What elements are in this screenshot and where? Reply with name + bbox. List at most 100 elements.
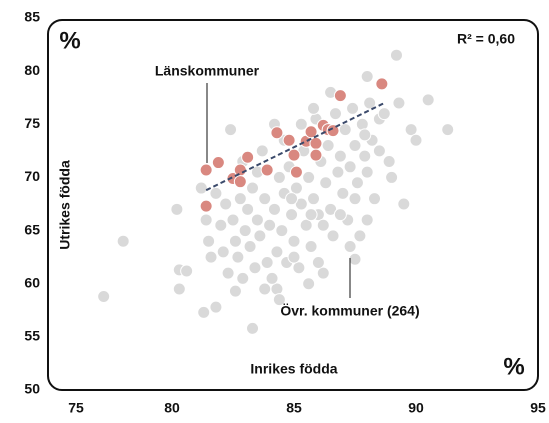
data-point [382, 154, 396, 168]
data-point [421, 93, 435, 107]
data-point [304, 240, 318, 254]
data-point [289, 181, 303, 195]
data-point [199, 213, 213, 227]
y-axis-label: Utrikes födda [57, 160, 73, 250]
data-point [248, 261, 262, 275]
data-point [346, 101, 360, 115]
data-point [270, 126, 284, 140]
data-point [363, 96, 377, 110]
data-point [392, 96, 406, 110]
data-point [326, 229, 340, 243]
data-point [353, 229, 367, 243]
y-tick-label: 70 [24, 168, 40, 184]
data-point [97, 289, 111, 303]
x-axis-label: Inrikes födda [250, 361, 337, 377]
data-point [260, 163, 274, 177]
data-point [343, 240, 357, 254]
data-point [241, 150, 255, 164]
data-point [336, 186, 350, 200]
data-point [233, 163, 247, 177]
data-point [228, 284, 242, 298]
data-point [360, 165, 374, 179]
data-point [258, 282, 272, 296]
data-point [441, 123, 455, 137]
y-tick-label: 75 [24, 115, 40, 131]
data-point [116, 234, 130, 248]
data-point [292, 261, 306, 275]
data-point [285, 192, 299, 206]
x-tick-label: 80 [164, 400, 180, 416]
trend-line [205, 102, 385, 192]
data-point [348, 252, 362, 266]
data-point [324, 202, 338, 216]
unit-label: % [59, 27, 80, 54]
series-label: Övr. kommuner (264) [280, 303, 419, 319]
data-point [289, 165, 303, 179]
y-tick-label: 50 [24, 381, 40, 397]
data-point [358, 128, 372, 142]
y-tick-label: 55 [24, 328, 40, 344]
r-squared: R² = 0,60 [457, 31, 515, 47]
data-point [321, 139, 335, 153]
y-tick-label: 80 [24, 62, 40, 78]
data-point [375, 77, 389, 91]
data-point [272, 293, 286, 307]
data-point [194, 181, 208, 195]
data-point [309, 136, 323, 150]
data-point [255, 144, 269, 158]
plot-frame [47, 19, 539, 391]
data-point [180, 264, 194, 278]
data-point [209, 186, 223, 200]
x-tick-label: 75 [68, 400, 84, 416]
data-point [372, 144, 386, 158]
data-point [404, 123, 418, 137]
data-point [228, 234, 242, 248]
data-point [304, 125, 318, 139]
data-point [389, 48, 403, 62]
x-tick-label: 95 [530, 400, 546, 416]
data-point [199, 199, 213, 213]
data-point [246, 181, 260, 195]
data-point [355, 117, 369, 131]
data-point [287, 250, 301, 264]
data-point [260, 255, 274, 269]
y-tick-label: 60 [24, 274, 40, 290]
data-point [263, 218, 277, 232]
data-point [285, 208, 299, 222]
series-label: Länskommuner [155, 63, 260, 79]
data-point [348, 139, 362, 153]
data-point [377, 107, 391, 121]
data-point [294, 197, 308, 211]
data-point [224, 123, 238, 137]
data-point [385, 170, 399, 184]
data-point [360, 69, 374, 83]
data-point [243, 240, 257, 254]
data-point [333, 149, 347, 163]
data-point [216, 245, 230, 259]
data-point [258, 192, 272, 206]
data-point [233, 192, 247, 206]
unit-label: % [503, 353, 524, 380]
data-point [253, 229, 267, 243]
data-point [348, 192, 362, 206]
data-point [170, 202, 184, 216]
data-point [316, 266, 330, 280]
data-point [397, 197, 411, 211]
data-point [231, 250, 245, 264]
data-point [219, 197, 233, 211]
x-tick-label: 85 [286, 400, 302, 416]
data-point [233, 175, 247, 189]
y-tick-label: 85 [24, 9, 40, 25]
data-point [309, 148, 323, 162]
data-point [241, 202, 255, 216]
data-point [238, 224, 252, 238]
data-point [294, 117, 308, 131]
data-point [360, 213, 374, 227]
y-tick-label: 65 [24, 221, 40, 237]
data-point [338, 123, 352, 137]
data-point [343, 160, 357, 174]
data-point [172, 282, 186, 296]
data-point [275, 224, 289, 238]
